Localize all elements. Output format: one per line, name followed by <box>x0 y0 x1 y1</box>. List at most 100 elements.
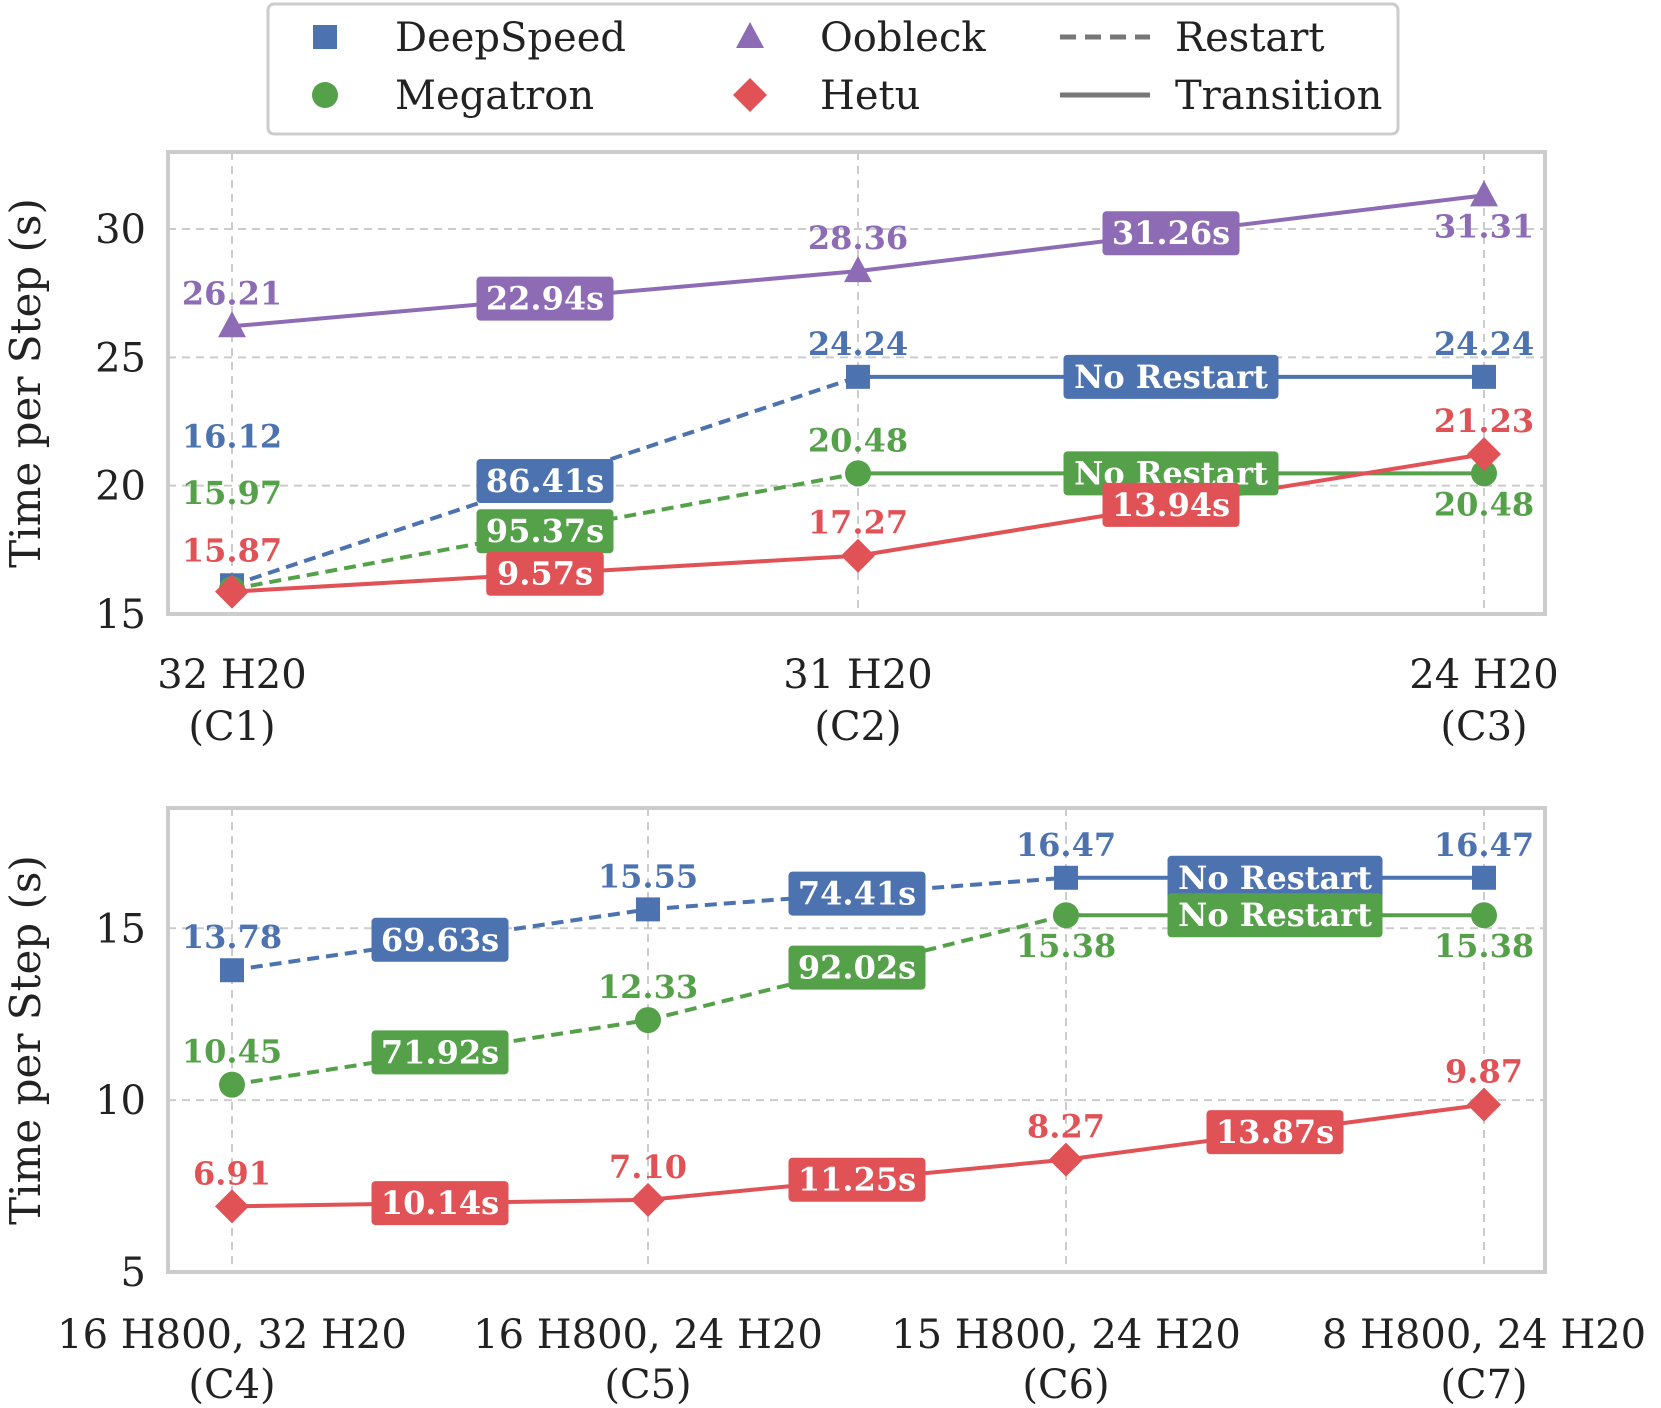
megatron-transition-box: 95.37s <box>476 509 614 554</box>
transition-box-label: No Restart <box>1178 859 1372 897</box>
megatron-value-label: 20.48 <box>1434 485 1534 523</box>
y-tick-label: 15 <box>95 592 146 638</box>
megatron-value-label: 15.38 <box>1016 927 1116 965</box>
transition-box-label: No Restart <box>1178 896 1372 934</box>
transition-box-label: 86.41s <box>486 462 604 500</box>
transition-box-bg <box>788 1157 926 1202</box>
hetu-transition-box: 13.94s <box>1102 482 1240 527</box>
plot-frame <box>166 806 1547 1274</box>
legend-item-megatron: Megatron <box>312 73 594 119</box>
plot-frame <box>166 150 1547 616</box>
legend-label: Hetu <box>820 73 920 119</box>
transition-box-label: 13.87s <box>1216 1113 1334 1151</box>
deepspeed-point <box>1472 865 1496 890</box>
oobleck-value-label: 28.36 <box>808 219 908 257</box>
x-tick-label: 32 H20 <box>157 652 306 698</box>
transition-box-bg <box>1167 893 1383 938</box>
legend-label: Oobleck <box>820 15 986 61</box>
deepspeed-value-label: 13.78 <box>182 918 282 956</box>
megatron-value-label: 15.38 <box>1434 927 1534 965</box>
hetu-point <box>215 1189 249 1224</box>
legend-label: Megatron <box>395 73 594 119</box>
x-tick-sublabel: (C6) <box>1022 1362 1109 1408</box>
oobleck-point <box>1470 180 1498 207</box>
transition-box-bg <box>1063 354 1279 399</box>
hetu-value-label: 7.10 <box>609 1148 687 1186</box>
y-axis-title: Time per Step (s) <box>1 198 50 568</box>
megatron-point <box>845 460 871 487</box>
x-tick-sublabel: (C3) <box>1440 704 1527 750</box>
x-tick-label: 16 H800, 32 H20 <box>57 1312 407 1358</box>
oobleck-value-label: 31.31 <box>1434 207 1534 245</box>
transition-box-bg <box>1102 211 1240 256</box>
transition-box-bg <box>1206 1110 1344 1155</box>
transition-box-bg <box>371 1030 509 1075</box>
value-labels: 26.21 28.36 31.31 16.12 24.24 24.24 15.97 20.48… <box>182 207 1534 569</box>
legend-label: DeepSpeed <box>395 15 626 61</box>
megatron-value-label: 12.33 <box>598 968 698 1006</box>
megatron-value-label: 15.97 <box>182 474 282 512</box>
hetu-transition-box: 10.14s <box>371 1181 509 1226</box>
y-tick-label: 15 <box>95 906 146 952</box>
hetu-value-label: 8.27 <box>1027 1108 1105 1146</box>
hetu-value-label: 15.87 <box>182 532 282 570</box>
oobleck-legend-marker-icon <box>736 22 764 48</box>
transition-box-label: 95.37s <box>486 512 604 550</box>
y-tick-label: 10 <box>95 1078 146 1124</box>
hetu-transition-box: 13.87s <box>1206 1110 1344 1155</box>
transition-box-label: 92.02s <box>798 949 916 987</box>
x-tick-label: 15 H800, 24 H20 <box>891 1312 1241 1358</box>
x-tick-sublabel: (C4) <box>188 1362 275 1408</box>
transition-box-label: 74.41s <box>798 875 916 913</box>
value-labels: 13.78 15.55 16.47 16.47 10.45 12.33 15.38 15.38… <box>182 826 1534 1193</box>
transition-box-bg <box>788 871 926 916</box>
hetu-point <box>1049 1142 1083 1177</box>
legend-item-restart: Restart <box>1060 15 1324 61</box>
x-tick-sublabel: (C5) <box>604 1362 691 1408</box>
legend-label: Restart <box>1175 15 1324 61</box>
transition-box-label: 9.57s <box>497 555 593 593</box>
transition-box-bg <box>476 509 614 554</box>
x-tick-label: 24 H20 <box>1409 652 1558 698</box>
x-tick-label: 16 H800, 24 H20 <box>473 1312 823 1358</box>
y-tick-label: 25 <box>95 335 146 381</box>
transition-box-bg <box>486 551 604 596</box>
transition-box-label: 22.94s <box>486 280 604 318</box>
deepspeed-value-label: 16.12 <box>182 417 282 455</box>
y-tick-label: 30 <box>95 207 146 253</box>
y-axis-title: Time per Step (s) <box>1 855 50 1225</box>
megatron-point <box>219 1071 245 1098</box>
x-tick-sublabel: (C1) <box>188 704 275 750</box>
legend-item-transition: Transition <box>1060 73 1382 119</box>
hetu-point <box>1467 1087 1501 1122</box>
transition-box-label: 31.26s <box>1112 214 1230 252</box>
transition-box-bg <box>476 276 614 321</box>
x-tick-sublabel: (C2) <box>814 704 901 750</box>
deepspeed-point <box>846 364 870 389</box>
hetu-legend-marker-icon <box>733 78 767 112</box>
deepspeed-transition-box: 74.41s <box>788 871 926 916</box>
transition-box-bg <box>371 1181 509 1226</box>
hetu-value-label: 6.91 <box>193 1154 271 1192</box>
transition-box-bg <box>1102 482 1240 527</box>
x-tick-label: 8 H800, 24 H20 <box>1322 1312 1646 1358</box>
megatron-transition-box: 92.02s <box>788 945 926 990</box>
megatron-point <box>1471 460 1497 487</box>
hetu-transition-box: 9.57s <box>486 551 604 596</box>
transition-labels: 69.63s 74.41s No Restart 71.92s 92.02s No Res… <box>371 855 1383 1226</box>
transition-box-label: 71.92s <box>381 1033 499 1071</box>
megatron-point <box>1053 902 1079 929</box>
transition-box-bg <box>1167 855 1383 900</box>
transition-box-label: No Restart <box>1074 358 1268 396</box>
deepspeed-transition-box: No Restart <box>1063 354 1279 399</box>
hetu-value-label: 9.87 <box>1445 1053 1523 1091</box>
legend: DeepSpeed Oobleck Restart Megatron Hetu Trans… <box>266 2 1400 136</box>
deepspeed-legend-marker-icon <box>313 25 337 49</box>
hetu-point <box>841 538 875 573</box>
deepspeed-value-label: 24.24 <box>808 325 908 363</box>
legend-item-deepspeed: DeepSpeed <box>313 15 626 61</box>
deepspeed-point <box>1054 865 1078 890</box>
deepspeed-point <box>220 958 244 983</box>
